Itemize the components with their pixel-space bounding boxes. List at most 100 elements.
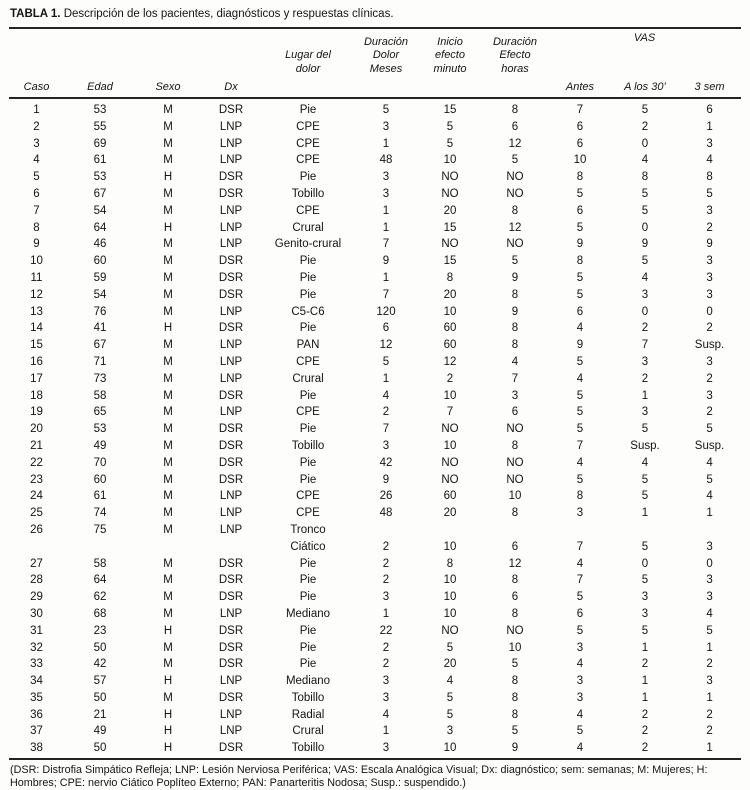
- table-title: TABLA 1. Descripción de los pacientes, d…: [9, 5, 741, 29]
- table-cell: 3: [576, 675, 584, 688]
- table-cell: Tobillo: [291, 187, 325, 200]
- table-cell: M: [163, 507, 173, 520]
- table-cell: Mediano: [285, 607, 331, 620]
- table-cell: 2: [706, 708, 713, 721]
- table-cell: M: [163, 137, 173, 150]
- column-header-caso: Caso: [9, 78, 64, 99]
- table-cell: 3: [706, 288, 713, 301]
- table-cell: 4: [511, 355, 519, 368]
- table-cell: 2: [641, 725, 649, 738]
- table-cell: LNP: [219, 372, 243, 385]
- table-cell: 69: [93, 137, 107, 150]
- table-cell: 42: [379, 456, 393, 469]
- table-cell: 1: [641, 675, 649, 688]
- table-cell: 61: [93, 154, 107, 167]
- table-cell: 120: [376, 305, 396, 318]
- table-cell: Pie: [299, 271, 317, 284]
- table-row: 31 23 H DSR Pie 22 NO NO 5 5 5: [9, 623, 741, 640]
- table-cell: 5: [576, 271, 584, 284]
- table-cell: Mediano: [285, 675, 331, 688]
- table-cell: 1: [641, 691, 649, 704]
- table-cell: Pie: [299, 171, 317, 184]
- table-cell: 6: [33, 187, 40, 200]
- table-cell: DSR: [218, 624, 244, 637]
- table-row: 21 49 M DSR Tobillo 3 10 8 7 Susp. Susp.: [9, 438, 741, 455]
- table-cell: 6: [511, 540, 519, 553]
- table-cell: 12: [508, 221, 522, 234]
- table-cell: 5: [446, 708, 454, 721]
- table-cell: 16: [30, 355, 43, 368]
- table-cell: 49: [93, 439, 107, 452]
- table-cell: 33: [30, 658, 43, 671]
- column-header-duracion-efecto-horas: Duración Efecto horas: [492, 35, 538, 75]
- table-cell: 9: [382, 255, 390, 268]
- table-cell: Tobillo: [291, 742, 325, 755]
- table-row: 10 60 M DSR Pie 9 15 5 8 5 3: [9, 253, 741, 270]
- table-cell: 6: [511, 120, 519, 133]
- table-cell: 24: [30, 490, 43, 503]
- table-cell: M: [163, 591, 173, 604]
- table-cell: 6: [382, 322, 390, 335]
- table-cell: LNP: [219, 406, 243, 419]
- table-cell: 5: [706, 624, 713, 637]
- table-cell: 36: [30, 708, 43, 721]
- table-row: 33 42 M DSR Pie 2 20 5 4 2 2: [9, 656, 741, 673]
- table-cell: 5: [576, 473, 584, 486]
- table-cell: NO: [441, 456, 459, 469]
- table-cell: 55: [93, 120, 107, 133]
- footnote: (DSR: Distrofia Simpático Refleja; LNP: …: [10, 764, 708, 790]
- table-cell: M: [163, 255, 173, 268]
- table-cell: NO: [506, 624, 524, 637]
- table-cell: 3: [33, 137, 40, 150]
- table-cell: 60: [443, 339, 457, 352]
- table-cell: 5: [576, 221, 584, 234]
- table-cell: 3: [382, 675, 390, 688]
- table-cell: CPE: [296, 355, 320, 368]
- table-cell: 0: [706, 305, 713, 318]
- table-cell: 59: [93, 271, 107, 284]
- table-cell: 42: [93, 658, 107, 671]
- table-cell: M: [163, 691, 173, 704]
- table-cell: LNP: [219, 725, 243, 738]
- table-cell: 8: [511, 675, 519, 688]
- table-cell: DSR: [218, 171, 244, 184]
- table-cell: 21: [30, 439, 43, 452]
- table-cell: Pie: [299, 641, 317, 654]
- column-group-header-vas: VAS: [633, 32, 656, 44]
- table-cell: Tobillo: [291, 691, 325, 704]
- table-cell: 3: [706, 574, 713, 587]
- table-cell: 5: [576, 624, 584, 637]
- table-cell: 12: [30, 288, 43, 301]
- table-row: 35 50 M DSR Tobillo 3 5 8 3 1 1: [9, 690, 741, 707]
- table-row: 30 68 M LNP Mediano 1 10 8 6 3 4: [9, 606, 741, 623]
- table-cell: 2: [706, 322, 713, 335]
- table-cell: 12: [443, 355, 457, 368]
- table-cell: 3: [382, 120, 390, 133]
- table-cell: 60: [443, 490, 457, 503]
- table-cell: 4: [576, 658, 584, 671]
- table-cell: Pie: [299, 591, 317, 604]
- table-body: 1 53 M DSR Pie 5 15 8 7 5 6 2 55 M LNP CPE 3 5 6 6 2 1 3 69 M LNP…: [9, 98, 741, 757]
- table-cell: 3: [446, 725, 454, 738]
- table-cell: 54: [93, 288, 107, 301]
- table-cell: CPE: [296, 507, 320, 520]
- table-cell: 4: [576, 708, 584, 721]
- table-cell: 8: [511, 104, 519, 116]
- table-cell: 3: [706, 591, 713, 604]
- table-cell: 1: [706, 507, 713, 520]
- table-row: 3 69 M LNP CPE 1 5 12 6 0 3: [9, 136, 741, 153]
- table-cell: 20: [443, 204, 457, 217]
- table-cell: 5: [511, 255, 519, 268]
- table-cell: 10: [508, 641, 522, 654]
- table-cell: 3: [576, 691, 584, 704]
- table-cell: 76: [93, 305, 107, 318]
- column-header-3-sem: 3 sem: [678, 78, 742, 99]
- table-cell: 14: [30, 322, 43, 335]
- table-row: 22 70 M DSR Pie 42 NO NO 4 4 4: [9, 455, 741, 472]
- table-cell: 50: [93, 641, 107, 654]
- table-cell: 1: [382, 607, 390, 620]
- table-cell: 73: [93, 372, 107, 385]
- table-row: 12 54 M DSR Pie 7 20 8 5 3 3: [9, 287, 741, 304]
- table-cell: 3: [641, 406, 649, 419]
- table-cell: 5: [641, 104, 649, 116]
